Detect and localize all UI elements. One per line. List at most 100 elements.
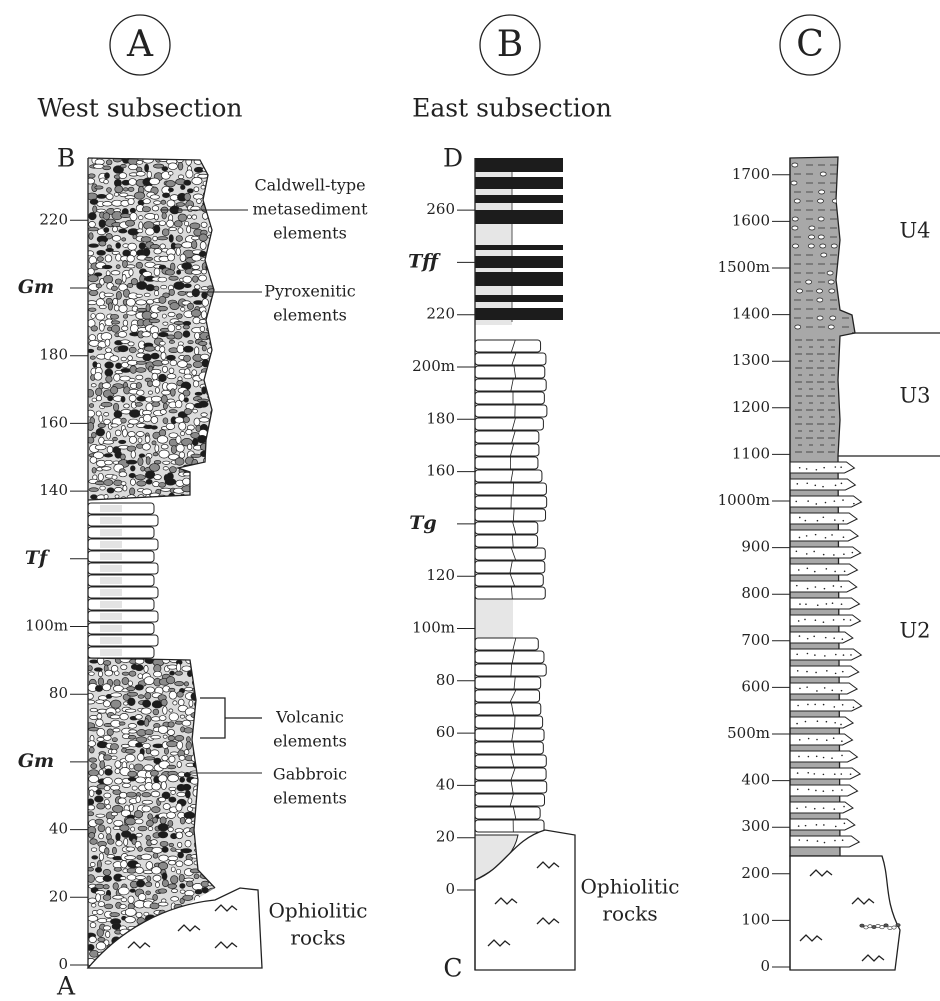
clast [141,805,152,813]
clast [210,811,215,820]
clast [127,680,133,687]
clast [128,394,137,402]
clast [191,176,203,185]
clast [131,785,138,791]
bed [474,741,544,755]
clast [122,319,129,327]
letter-circle [479,14,541,76]
clast [94,867,103,873]
clast [128,377,136,383]
sand-dot [797,825,800,827]
clast [98,833,104,840]
clast [820,252,828,258]
clast [168,339,175,344]
clast [111,737,118,742]
clast [156,435,169,444]
clast [176,791,187,797]
sand-dot [805,535,808,537]
clast [211,436,214,443]
clast [162,803,171,810]
clast [121,273,127,283]
sand-dot [842,499,844,501]
clast [160,444,169,450]
bed [474,780,548,794]
bed-joint [512,508,515,522]
clast [102,875,113,882]
clast [161,228,170,237]
sand-dot [816,604,819,606]
clast [183,192,191,201]
clast [137,457,144,466]
sand-dot [813,570,816,573]
letter-circle [779,14,841,76]
clast [88,746,95,754]
clast [110,386,119,395]
clast [159,409,167,415]
bed-joint [509,573,515,587]
sand-dot [807,703,809,706]
bed-joint [512,741,516,755]
clast [818,189,826,195]
clast [210,401,214,409]
clast [110,320,121,325]
clast [88,221,96,228]
clast [828,288,836,294]
bed-shade [100,553,122,560]
clast [91,397,97,403]
clast [126,691,138,697]
clast [178,393,186,402]
clast [191,235,200,241]
bed [474,443,540,457]
clast [125,846,136,852]
clast [152,852,159,859]
clast [98,219,106,229]
clast [142,353,152,362]
sand-dot [816,840,819,842]
clast [168,367,175,374]
clast [209,466,214,471]
clast [135,360,147,365]
sand-dot [795,500,798,503]
clast [105,930,111,938]
bed-joint [511,650,516,664]
sand-dot [833,500,836,502]
clast [158,373,167,383]
clast [119,904,127,909]
clast [161,846,169,853]
clast [142,198,151,205]
clast [129,324,139,333]
clast [95,427,106,437]
clast [113,373,121,382]
clast [149,244,160,249]
bed [474,754,547,768]
tick-label: 1100 [732,444,770,462]
clast [199,785,209,793]
tick-label: 20 [49,887,68,905]
clast [817,234,825,240]
clast [120,368,131,373]
clast [127,895,135,904]
clast [105,375,113,383]
sand-dot [798,755,800,758]
clast [209,699,215,706]
clast [168,453,180,461]
clast [153,670,163,678]
bed-shade [100,613,122,620]
section-letter: A [126,24,154,65]
clast [826,270,834,276]
clast [177,213,188,222]
clast [791,216,799,222]
clast [168,275,179,281]
clast [183,373,193,380]
clast [207,382,214,388]
bed [87,562,159,575]
clast [201,345,207,352]
sand-dot [816,738,818,741]
clast [167,171,174,176]
clast [199,325,206,333]
clast [199,751,208,757]
clast [134,866,144,874]
clast [97,824,106,833]
clast [112,225,118,233]
